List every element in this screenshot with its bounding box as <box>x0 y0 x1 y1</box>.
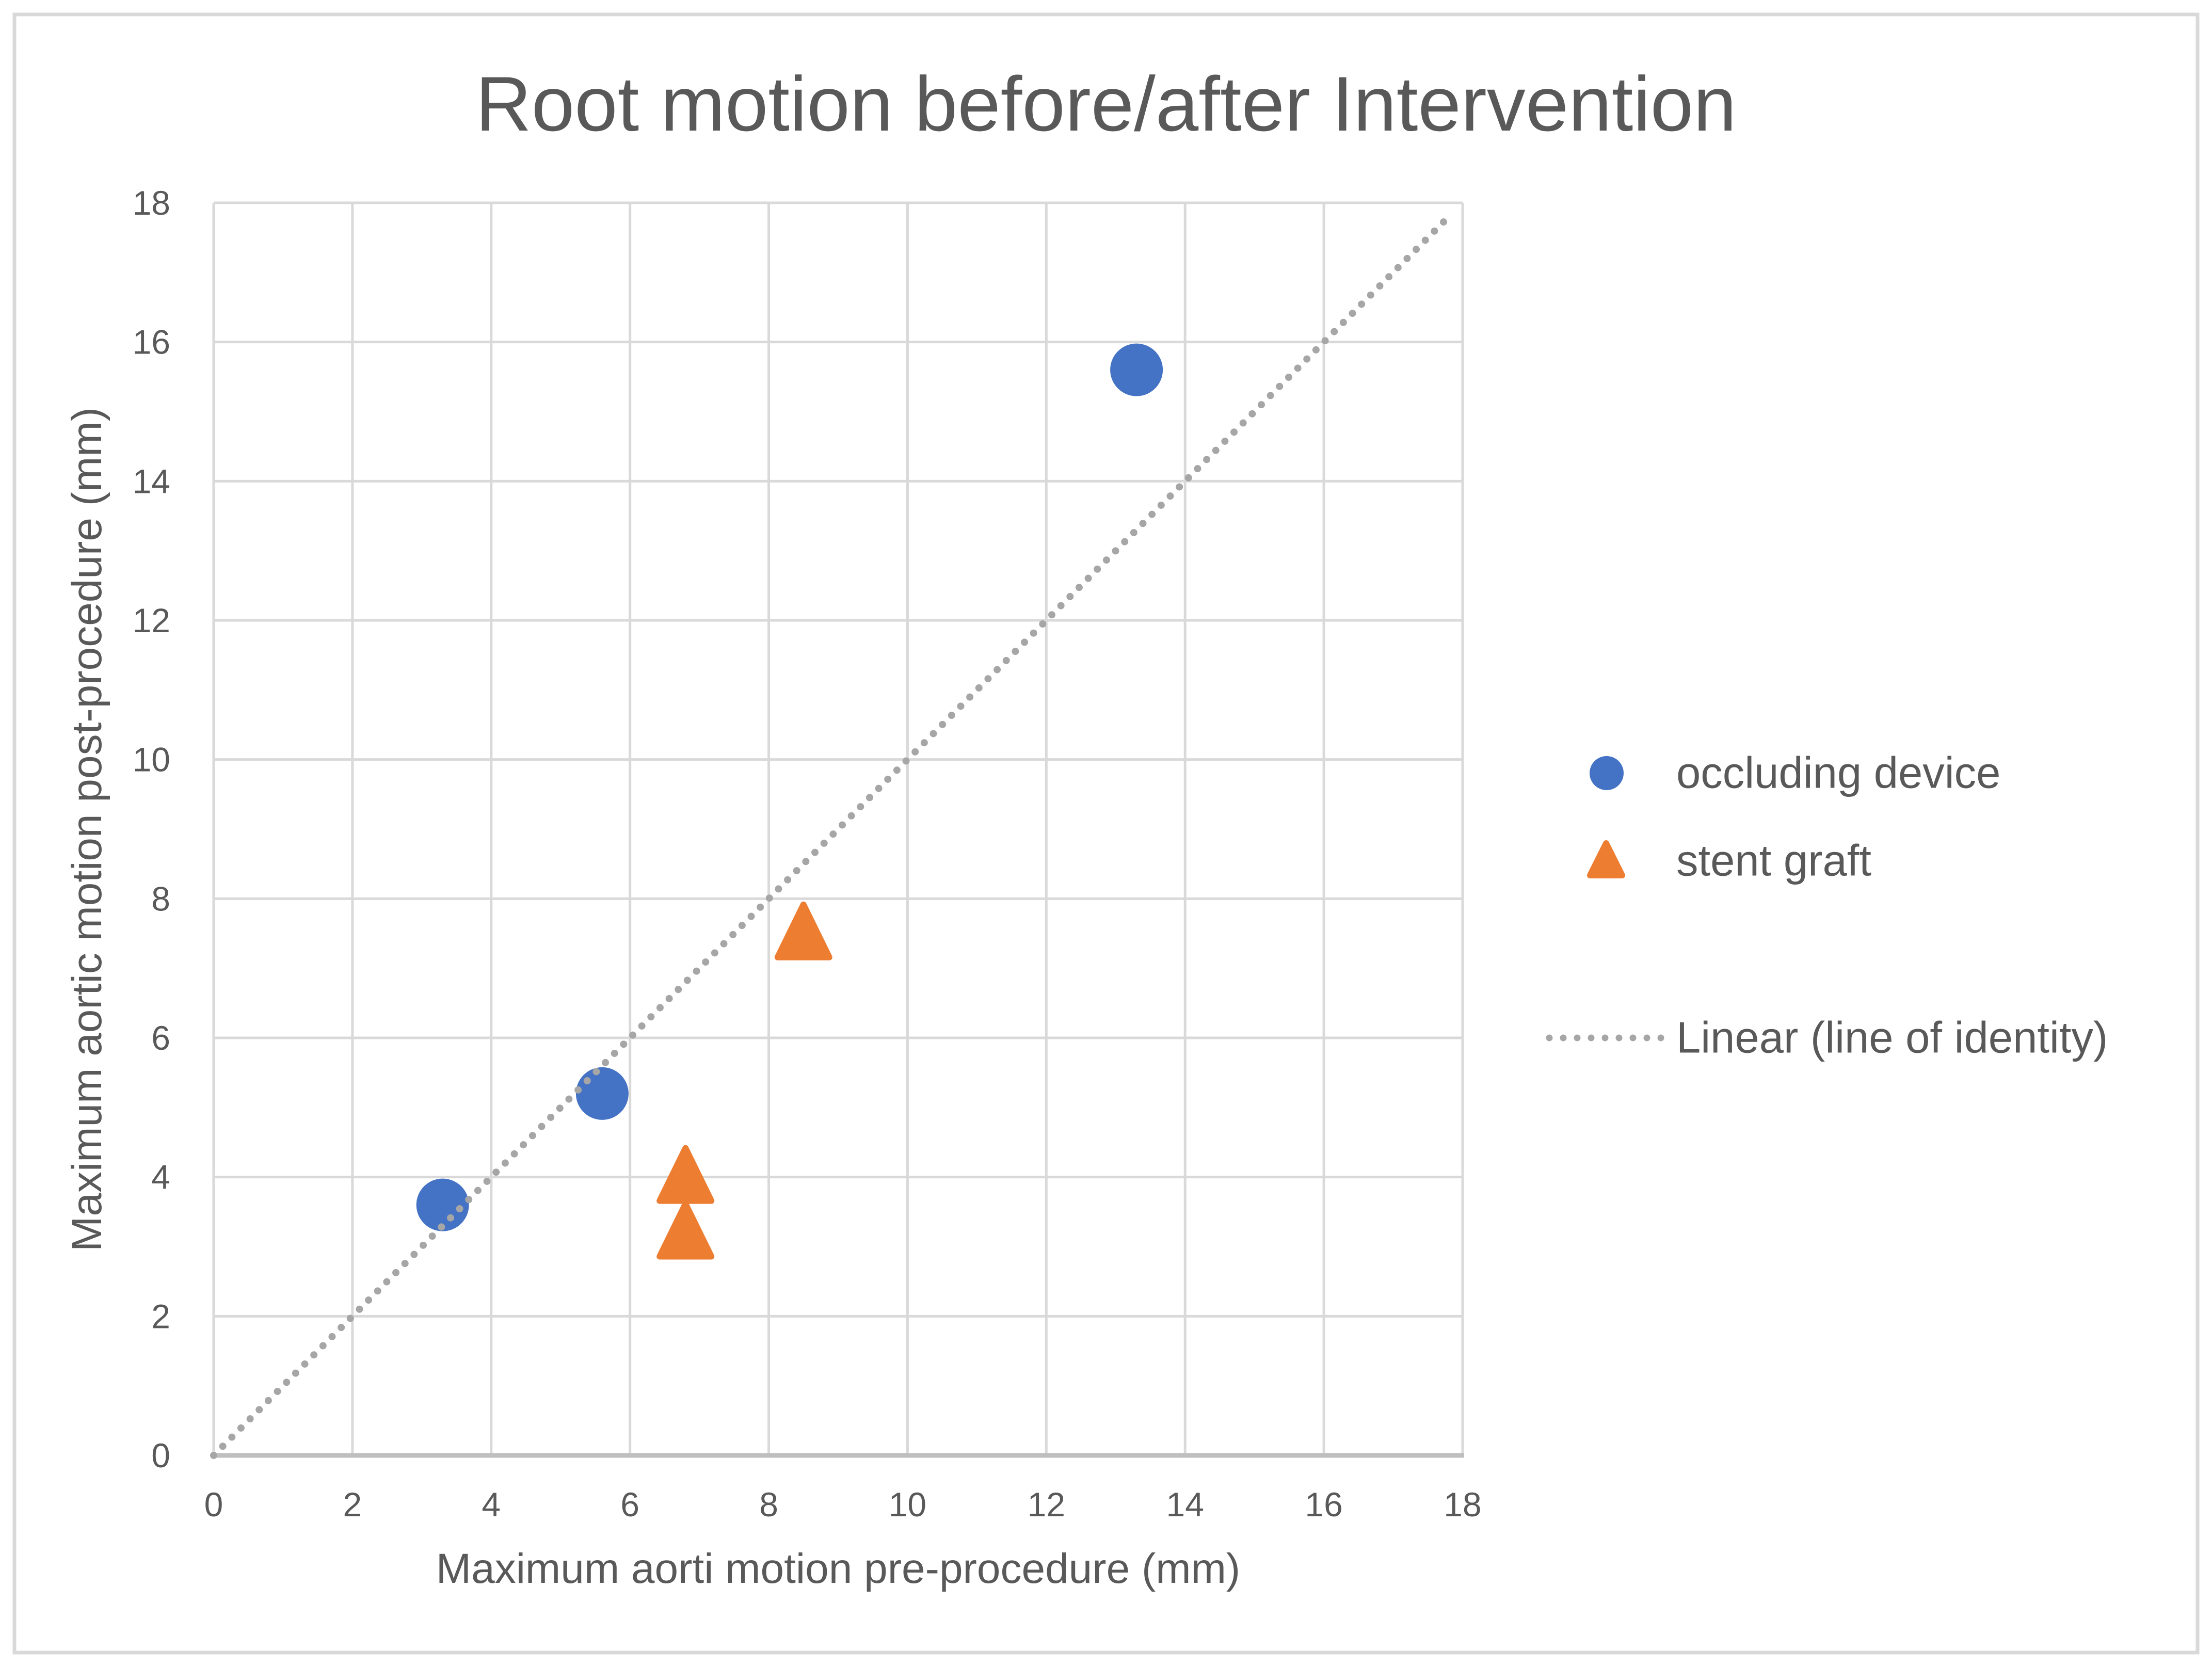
data-point-circle <box>575 1067 629 1120</box>
legend-item-occluding-device: occluding device <box>1590 749 2000 798</box>
y-tick-label: 10 <box>133 741 170 779</box>
x-axis-title: Maximum aorti motion pre-procedure (mm) <box>436 1545 1240 1592</box>
y-tick-label: 14 <box>133 462 170 500</box>
legend: occluding device stent graft Linear (line … <box>1546 749 2108 1063</box>
legend-circle-marker <box>1590 756 1624 790</box>
x-tick-label: 0 <box>204 1485 223 1524</box>
identity-trendline <box>210 210 1456 1459</box>
x-tick-label: 12 <box>1028 1485 1065 1524</box>
y-tick-label: 12 <box>133 601 170 639</box>
y-tick-label: 0 <box>151 1436 170 1474</box>
y-tick-label: 8 <box>151 879 170 918</box>
x-tick-label: 8 <box>759 1485 778 1524</box>
legend-item-linear-identity: Linear (line of identity) <box>1546 1014 2108 1063</box>
data-point-triangle <box>774 901 832 960</box>
x-tick-label: 2 <box>343 1485 362 1524</box>
chart-title: Root motion before/after Intervention <box>475 60 1736 147</box>
y-tick-label: 18 <box>133 184 170 222</box>
y-tick-label: 16 <box>133 323 170 361</box>
x-tick-label: 6 <box>620 1485 639 1524</box>
x-tick-label: 4 <box>482 1485 501 1524</box>
series-occluding-device <box>416 343 1163 1231</box>
x-tick-label: 16 <box>1305 1485 1342 1524</box>
tick-labels: 0 2 4 6 8 10 12 14 16 18 0 2 4 6 8 10 12 14 16 18 <box>133 184 1482 1524</box>
legend-item-stent-graft: stent graft <box>1587 837 1871 886</box>
legend-label: Linear (line of identity) <box>1676 1014 2108 1063</box>
data-point-circle <box>416 1178 469 1231</box>
y-tick-label: 6 <box>151 1019 170 1057</box>
data-point-triangle <box>656 1145 715 1204</box>
x-tick-label: 14 <box>1166 1485 1204 1524</box>
legend-label: stent graft <box>1676 837 1871 886</box>
y-tick-label: 2 <box>151 1297 170 1335</box>
x-tick-label: 18 <box>1444 1485 1481 1524</box>
legend-triangle-marker <box>1587 840 1625 878</box>
line-of-identity <box>210 210 1456 1459</box>
data-point-triangle <box>656 1200 715 1260</box>
y-axis-title: Maximum aortic motion post-procedure (mm… <box>63 407 110 1252</box>
x-tick-label: 10 <box>889 1485 926 1524</box>
data-point-circle <box>1110 343 1163 396</box>
chart-frame-border <box>12 12 2200 1655</box>
legend-label: occluding device <box>1676 749 2000 798</box>
series-stent-graft <box>656 901 832 1260</box>
y-tick-label: 4 <box>151 1158 170 1196</box>
